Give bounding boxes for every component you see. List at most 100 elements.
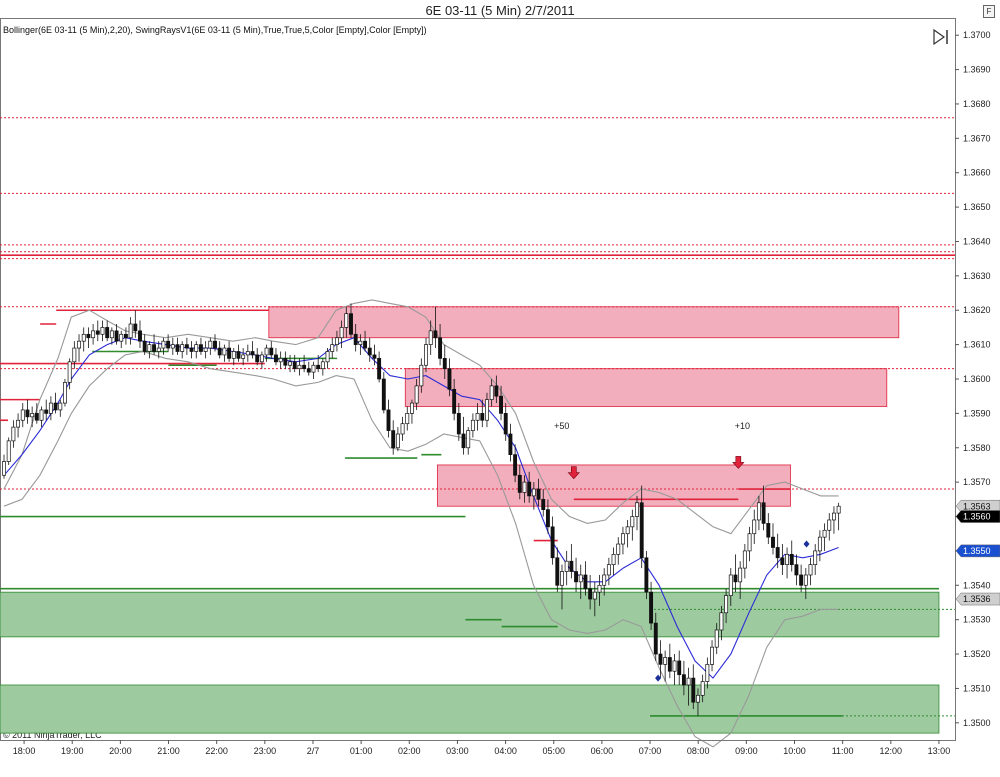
candle-body [630,516,635,528]
candle-body [255,354,260,363]
candle-body [20,409,25,421]
candle-body [330,344,335,352]
candle-body [560,571,564,586]
candle-body [325,351,330,363]
candle-body [386,409,391,431]
x-tick-label: 05:00 [542,746,565,756]
candle-body [11,426,16,442]
candle-body [658,653,663,665]
x-tick-label: 12:00 [880,746,903,756]
candle-body [747,533,752,552]
x-tick-label: 08:00 [687,746,710,756]
x-tick-label: 20:00 [109,746,132,756]
price-label-box [955,510,1000,523]
candle-body [527,481,532,497]
candle-body [531,488,536,497]
candle-body [292,361,297,370]
candle-body [705,664,710,682]
candle-body [67,361,72,383]
candle-body [442,358,447,370]
candle-body [170,344,175,349]
candle-body [761,502,766,524]
x-axis: 18:00 19:00 20:00 21:00 22:00 23:00 2/7 01:00 02… [0,740,955,756]
candle-body [95,330,100,335]
candle-body [334,337,339,345]
candle-body [503,413,508,435]
candle-body [414,385,419,404]
candle-body [344,313,349,328]
candle-body [166,340,171,349]
candle-body [105,327,110,339]
candle-body [72,347,77,363]
candle-body [681,674,686,686]
candle-body [602,574,607,586]
candle-body [142,340,147,352]
candle-body [447,368,452,390]
candle-body [789,553,794,566]
candle-body [466,430,471,449]
candle-body [606,564,611,576]
candle-body [555,557,560,586]
candle-body [433,330,438,339]
y-tick-label: 1.3510 [963,683,991,693]
candle-body [813,550,818,566]
candle-body [241,354,246,359]
candle-body [620,533,625,545]
candle-body [114,330,119,342]
price-label-box [955,592,1000,606]
bollinger-lower [3,350,839,748]
candle-body [405,413,410,425]
resistance-zone [404,368,888,407]
candle-body [274,354,278,363]
price-label: 1.3550 [963,546,991,556]
candle-body [677,660,682,676]
x-tick-label: 11:00 [832,746,854,756]
candle-body [25,409,30,418]
x-tick-label: 23:00 [254,746,277,756]
candle-body [485,399,489,421]
markers: +50 +10 [554,421,810,682]
candle-body [320,361,325,370]
candle-body [48,402,53,414]
candle-body [63,382,67,404]
candle-body [53,402,58,411]
candle-body [456,413,461,435]
properties-button[interactable]: F [983,5,995,18]
support-zone [0,684,940,734]
candle-body [545,509,550,528]
candle-body [302,364,307,370]
x-tick-label: 2/7 [307,746,320,756]
y-tick-label: 1.3660 [963,168,991,178]
candle-body [611,553,616,566]
candle-body [213,340,217,349]
candle-body [672,660,677,672]
candle-body [194,344,199,352]
candle-body [719,612,724,631]
candle-body [494,385,499,397]
scroll-to-end-icon[interactable] [932,28,952,46]
candle-body [550,526,555,559]
candle-body [147,344,152,352]
candle-body [34,413,39,421]
candle-body [597,584,602,593]
candle-body [227,347,232,359]
candle-body [470,419,475,431]
candle-body [283,358,288,366]
diamond-marker [803,540,810,548]
y-tick-label: 1.3540 [963,580,991,590]
price-label: 1.3560 [963,512,991,522]
candle-body [785,553,790,566]
x-tick-label: 13:00 [928,746,951,756]
candle-body [714,629,719,648]
candle-body [353,333,358,345]
candle-body [653,622,658,655]
y-axis: 1.3500 1.3510 1.3520 1.3530 1.3540 1.3550 1.35… [955,18,1000,740]
candle-body [696,694,700,703]
candle-body [541,498,546,510]
candle-body [175,344,180,352]
candle-body [156,347,161,352]
trade-annotation: +50 [554,421,569,431]
candle-body [123,333,128,339]
down-arrow-icon [567,466,580,480]
